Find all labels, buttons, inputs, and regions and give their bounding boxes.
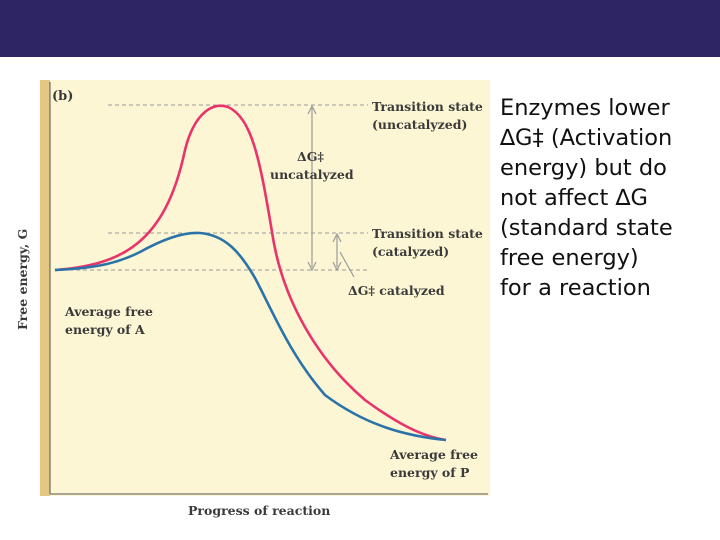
avg-energy-p-label-line2: energy of P [390,465,470,480]
avg-energy-a-label-line1: Average free [64,304,153,319]
delta-g-uncatalyzed-symbol: ΔG‡ [297,149,324,164]
delta-g-catalyzed-arrow [332,232,355,278]
ts-catalyzed-label-line1: Transition state [372,226,483,241]
caption-line: for a reaction [500,275,651,301]
catalyzed-curve [54,231,447,442]
panel-edge-strip [40,80,50,496]
delta-g-uncatalyzed-arrow [307,104,317,272]
delta-g-catalyzed-label: ΔG‡ catalyzed [348,283,445,298]
caption-line: energy) but do [500,155,667,181]
avg-energy-a-label-line2: energy of A [65,322,145,337]
panel-label: (b) [52,89,73,104]
ts-uncatalyzed-label-line2: (uncatalyzed) [372,117,467,132]
ts-uncatalyzed-label-line1: Transition state [372,99,483,114]
delta-g-uncatalyzed-label: uncatalyzed [270,167,354,182]
uncatalyzed-curve [54,104,447,442]
ts-catalyzed-label-line2: (catalyzed) [372,244,449,259]
caption-line: not affect ∆G [500,185,648,211]
caption-line: free energy) [500,245,639,271]
caption-line: ∆G‡ (Activation [500,125,673,151]
avg-energy-p-label-line1: Average free [389,447,478,462]
caption-line: Enzymes lower [500,95,670,121]
header-bar [0,0,720,57]
caption-line: (standard state [500,215,673,241]
caption-text: Enzymes lower ∆G‡ (Activation energy) but … [500,93,715,303]
x-axis-label: Progress of reaction [188,503,330,518]
y-axis-label: Free energy, G [15,229,30,330]
diagram-panel [40,80,490,496]
